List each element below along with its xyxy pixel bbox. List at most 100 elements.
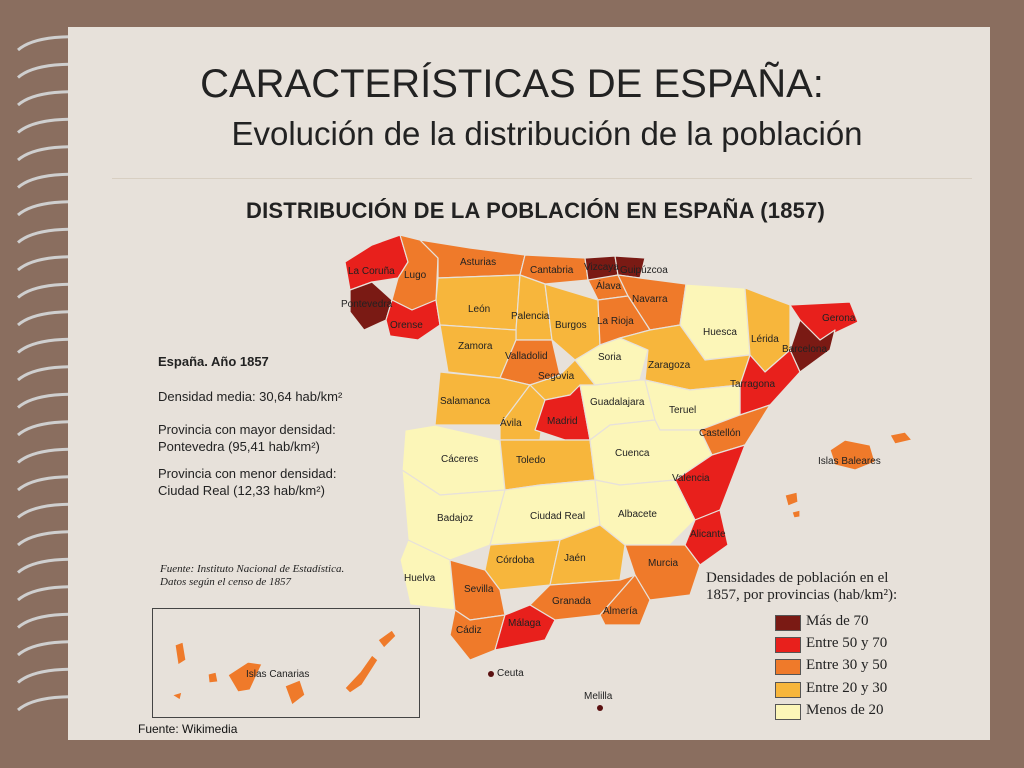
label-cantabria: Cantabria [530, 265, 574, 276]
province-almeria [599, 574, 651, 626]
slide-subtitle: Evolución de la distribución de la pobla… [231, 115, 863, 152]
island-lanzarote [377, 629, 397, 649]
label-alicante: Alicante [690, 529, 726, 540]
label-guadalajara: Guadalajara [590, 397, 645, 408]
label-salamanca: Salamanca [440, 396, 490, 407]
label-segovia: Segovia [538, 371, 575, 382]
map-source: Fuente: Instituto Nacional de Estadístic… [160, 563, 344, 589]
label-la-rioja: La Rioja [597, 316, 634, 327]
label-canarias: Islas Canarias [246, 669, 309, 680]
label-burgos: Burgos [555, 320, 587, 331]
island-formentera [791, 509, 801, 519]
province-islas-baleares [829, 439, 876, 471]
label-la-coruna: La Coruña [348, 266, 395, 277]
legend-label: Más de 70 [806, 613, 869, 629]
label-navarra: Navarra [632, 294, 668, 305]
island-la-palma [174, 641, 187, 666]
province-gerona [789, 301, 859, 341]
label-soria: Soria [598, 352, 622, 363]
ceuta-marker [488, 671, 494, 677]
label-pontevedra: Pontevedra [341, 299, 393, 310]
legend-title-line2: 1857, por provincias (hab/km²): [706, 587, 898, 603]
legend-title: Densidades de población en el 1857, por … [706, 570, 936, 604]
label-baleares: Islas Baleares [818, 456, 881, 467]
label-guipuzcoa: Guipúzcoa [620, 265, 668, 276]
label-murcia: Murcia [648, 558, 678, 569]
label-gerona: Gerona [822, 313, 856, 324]
map-source-line1: Fuente: Instituto Nacional de Estadístic… [160, 563, 345, 575]
label-asturias: Asturias [460, 257, 496, 268]
legend-swatch [775, 637, 801, 653]
island-gran-canaria [284, 679, 306, 706]
legend-swatch [775, 659, 801, 675]
island-la-gomera [207, 671, 219, 684]
label-avila: Ávila [500, 416, 522, 429]
legend-label: Entre 30 y 50 [806, 657, 888, 673]
label-lerida: Lérida [751, 334, 779, 345]
label-caceres: Cáceres [441, 454, 478, 465]
label-badajoz: Badajoz [437, 513, 473, 524]
province-malaga [494, 604, 556, 651]
legend-title-line1: Densidades de población en el [706, 570, 889, 586]
label-orense: Orense [390, 320, 423, 331]
label-vizcaya: Vizcaya [584, 262, 619, 273]
label-teruel: Teruel [669, 405, 696, 416]
label-castellon: Castellón [699, 428, 741, 439]
legend-label: Menos de 20 [806, 702, 884, 718]
label-valencia: Valencia [672, 473, 710, 484]
melilla-marker [597, 705, 603, 711]
province-cordoba [484, 539, 561, 591]
label-toledo: Toledo [516, 455, 546, 466]
province-cantabria [519, 254, 589, 285]
label-cuenca: Cuenca [615, 448, 650, 459]
info-max-value: Pontevedra (95,41 hab/km²) [158, 439, 320, 454]
island-menorca [889, 431, 913, 445]
label-lugo: Lugo [404, 270, 427, 281]
legend-swatch [775, 704, 801, 720]
island-tenerife [227, 661, 263, 693]
island-fuerteventura [344, 654, 379, 694]
label-leon: León [468, 304, 490, 315]
island-ibiza [784, 491, 799, 507]
province-jaen [549, 524, 626, 586]
label-tarragona: Tarragona [730, 379, 775, 390]
label-cordoba: Córdoba [496, 555, 535, 566]
province-alicante [684, 509, 729, 566]
label-zaragoza: Zaragoza [648, 360, 691, 371]
label-huelva: Huelva [404, 573, 436, 584]
slide-title: CARACTERÍSTICAS DE ESPAÑA: [200, 62, 824, 106]
info-max-label: Provincia con mayor densidad: [158, 422, 336, 437]
province-leon [435, 274, 521, 331]
label-sevilla: Sevilla [464, 584, 494, 595]
legend-label: Entre 50 y 70 [806, 635, 888, 651]
info-min-label: Provincia con menor densidad: [158, 466, 337, 481]
map-title: DISTRIBUCIÓN DE LA POBLACIÓN EN ESPAÑA (… [246, 198, 826, 223]
island-el-hierro [171, 691, 183, 701]
info-min-value: Ciudad Real (12,33 hab/km²) [158, 483, 325, 498]
info-heading: España. Año 1857 [158, 354, 269, 369]
label-jaen: Jaén [564, 553, 586, 564]
info-density: Densidad media: 30,64 hab/km² [158, 389, 343, 404]
label-malaga: Málaga [508, 618, 541, 629]
label-alava: Álava [596, 279, 621, 292]
label-valladolid: Valladolid [505, 351, 548, 362]
label-zamora: Zamora [458, 341, 493, 352]
legend-label: Entre 20 y 30 [806, 680, 888, 696]
label-ciudad-real: Ciudad Real [530, 511, 585, 522]
label-almeria: Almería [603, 606, 638, 617]
label-granada: Granada [552, 596, 591, 607]
map-source-line2: Datos según el censo de 1857 [160, 576, 292, 588]
label-albacete: Albacete [618, 509, 657, 520]
label-barcelona: Barcelona [782, 344, 827, 355]
label-madrid: Madrid [547, 416, 578, 427]
label-melilla: Melilla [584, 691, 613, 702]
label-cadiz: Cádiz [456, 625, 482, 636]
label-ceuta: Ceuta [497, 668, 524, 679]
label-huesca: Huesca [703, 327, 737, 338]
slide-source: Fuente: Wikimedia [138, 722, 238, 736]
label-palencia: Palencia [511, 311, 550, 322]
legend-swatch [775, 615, 801, 631]
canary-islands-inset [152, 608, 420, 718]
title-divider [112, 178, 972, 179]
